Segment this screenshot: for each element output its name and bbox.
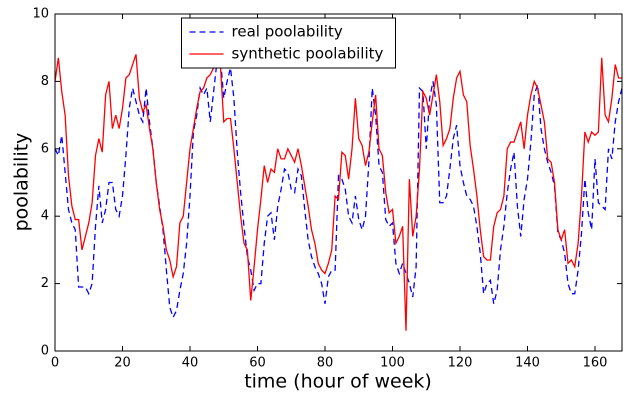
y-axis-label: poolability [11, 133, 33, 232]
x-tick-label: 80 [317, 356, 334, 371]
plot-frame [54, 13, 623, 352]
data-line [54, 56, 623, 319]
y-tick-label: 8 [41, 74, 49, 89]
x-tick-label: 0 [51, 356, 59, 371]
x-tick-label: 40 [182, 356, 199, 371]
x-tick-label: 100 [380, 356, 405, 371]
y-tick-label: 0 [41, 344, 49, 359]
x-axis-label: time (hour of week) [244, 371, 432, 393]
x-tick-label: 160 [583, 356, 608, 371]
y-tick-label: 6 [41, 141, 49, 156]
x-tick-label: 120 [448, 356, 473, 371]
x-tick-label: 20 [114, 356, 131, 371]
x-tick-label: 60 [249, 356, 266, 371]
legend-label: synthetic poolability [232, 45, 384, 63]
y-tick-label: 4 [41, 209, 49, 224]
data-line [54, 47, 622, 331]
y-tick-label: 10 [32, 7, 49, 22]
legend-label: real poolability [232, 23, 343, 41]
x-tick-label: 140 [515, 356, 540, 371]
y-tick-label: 2 [41, 276, 49, 291]
legend-box [181, 17, 396, 69]
